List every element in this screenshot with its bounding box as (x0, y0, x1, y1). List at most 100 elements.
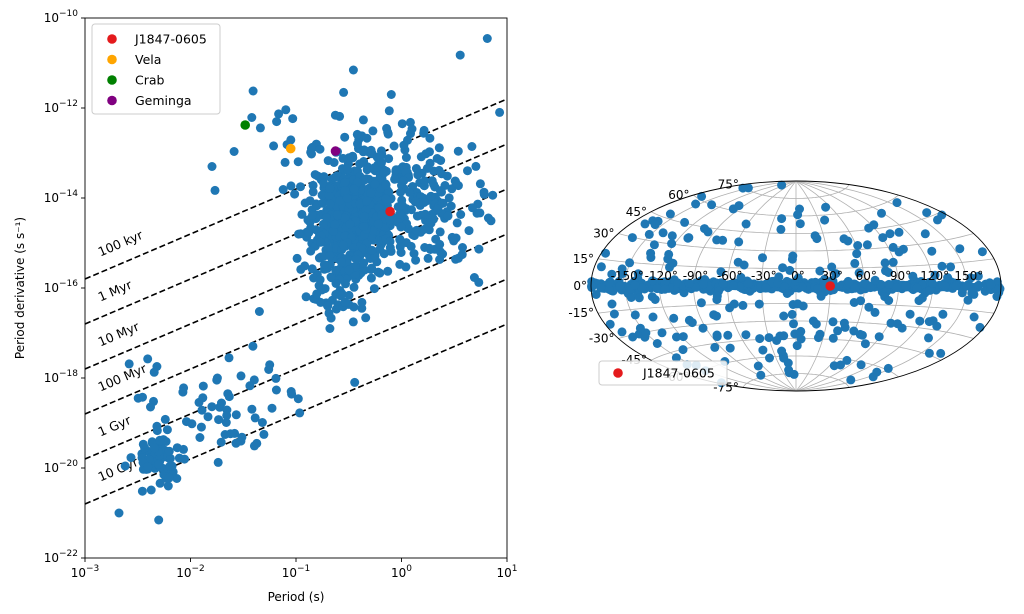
legend-box (91, 23, 221, 115)
sky-point (712, 332, 722, 342)
pulsar-point (420, 176, 430, 186)
pulsar-point (254, 307, 264, 316)
sky-point (587, 281, 597, 291)
sky-point (870, 307, 880, 317)
pulsar-point (443, 211, 453, 221)
sky-point (924, 333, 933, 343)
pulsar-point (269, 141, 279, 151)
pulsar-point (349, 184, 359, 194)
pulsar-point (396, 248, 406, 257)
pulsar-point (342, 164, 352, 174)
legend-entry: Vela (135, 52, 161, 67)
sky-point (850, 283, 860, 293)
sky-point (646, 248, 656, 258)
sky-point (684, 233, 694, 243)
sky-frame (590, 180, 1002, 392)
pulsar-point (471, 161, 481, 171)
pulsar-point (293, 157, 303, 167)
sky-point (877, 208, 886, 218)
pulsar-point (213, 457, 223, 467)
pulsar-point (330, 110, 340, 120)
longitude-label: -90° (683, 269, 709, 283)
legend-marker (107, 34, 117, 44)
x-tick-label: 100 (391, 564, 412, 580)
pulsar-point (358, 147, 368, 157)
pulsar-point (229, 147, 239, 156)
pulsar-point (210, 185, 220, 195)
pulsar-point (306, 246, 316, 256)
sky-legend-marker (613, 368, 623, 378)
pulsar-point (336, 291, 346, 301)
pulsar-point (245, 381, 255, 391)
pulsar-point (203, 412, 213, 422)
latitude-label: 15° (573, 252, 594, 266)
longitude-label: 0° (791, 269, 805, 283)
pulsar-point (429, 180, 439, 189)
pulsar-point (413, 170, 423, 180)
pulsar-point (216, 437, 226, 447)
legend-entry: Geminga (135, 93, 192, 108)
sky-point (774, 272, 784, 282)
parallel-line (742, 184, 850, 199)
pulsar-point (292, 253, 302, 263)
x-tick-label: 10−3 (71, 564, 100, 580)
pulsar-point (120, 461, 130, 471)
pulsar-point (308, 210, 317, 220)
sky-point (758, 345, 768, 355)
pulsar-point (396, 187, 406, 197)
sky-point (738, 300, 748, 310)
pulsar-point (315, 144, 325, 154)
latitude-label: -15° (568, 306, 594, 320)
pulsar-point (164, 473, 174, 483)
sky-point (761, 283, 771, 293)
pulsar-point (195, 433, 205, 442)
sky-point (828, 333, 838, 343)
sky-point (741, 330, 751, 340)
pulsar-point (207, 402, 217, 412)
x-tick-label: 10−2 (176, 564, 205, 580)
pulsar-point (475, 179, 485, 189)
latitude-label: 30° (593, 227, 614, 241)
sky-point (734, 201, 744, 211)
pulsar-point (455, 50, 465, 60)
sky-point (707, 200, 717, 210)
sky-point (738, 183, 748, 193)
sky-point (778, 263, 788, 273)
x-axis-ticks: 10−3 10−2 10−1 100 101 (71, 558, 518, 580)
pulsar-point (154, 515, 164, 525)
sky-point (687, 318, 697, 328)
sky-point (703, 227, 713, 237)
pulsar-point (318, 219, 328, 229)
sky-point (601, 248, 610, 258)
pulsar-point (373, 219, 383, 229)
pulsar-point (340, 213, 350, 223)
sky-point (925, 285, 935, 295)
pulsar-point (248, 341, 258, 351)
sky-point (743, 279, 753, 288)
sky-point (969, 312, 979, 322)
sky-point (605, 319, 615, 329)
sky-point (596, 283, 606, 293)
pulsar-point (395, 259, 405, 269)
sky-point (625, 258, 635, 268)
pulsar-point (403, 135, 412, 145)
pulsar-point (381, 194, 391, 204)
pulsar-point (440, 181, 450, 190)
pulsar-point (307, 149, 316, 159)
sky-legend-box (598, 360, 728, 386)
sky-point (793, 273, 803, 283)
pulsar-point (384, 154, 394, 164)
sky-point (644, 229, 654, 239)
pulsar-point (399, 176, 409, 186)
pulsar-point (391, 165, 401, 175)
pulsar-point (214, 415, 224, 425)
pulsar-point (474, 277, 484, 287)
age-line (84, 98, 508, 280)
sky-point (853, 241, 863, 250)
pulsar-point (369, 163, 379, 173)
pulsar-point (308, 180, 318, 190)
pulsar-point (328, 226, 338, 236)
longitude-label: 30° (822, 269, 843, 283)
pulsar-point (457, 250, 467, 260)
pulsar-point (424, 243, 434, 253)
